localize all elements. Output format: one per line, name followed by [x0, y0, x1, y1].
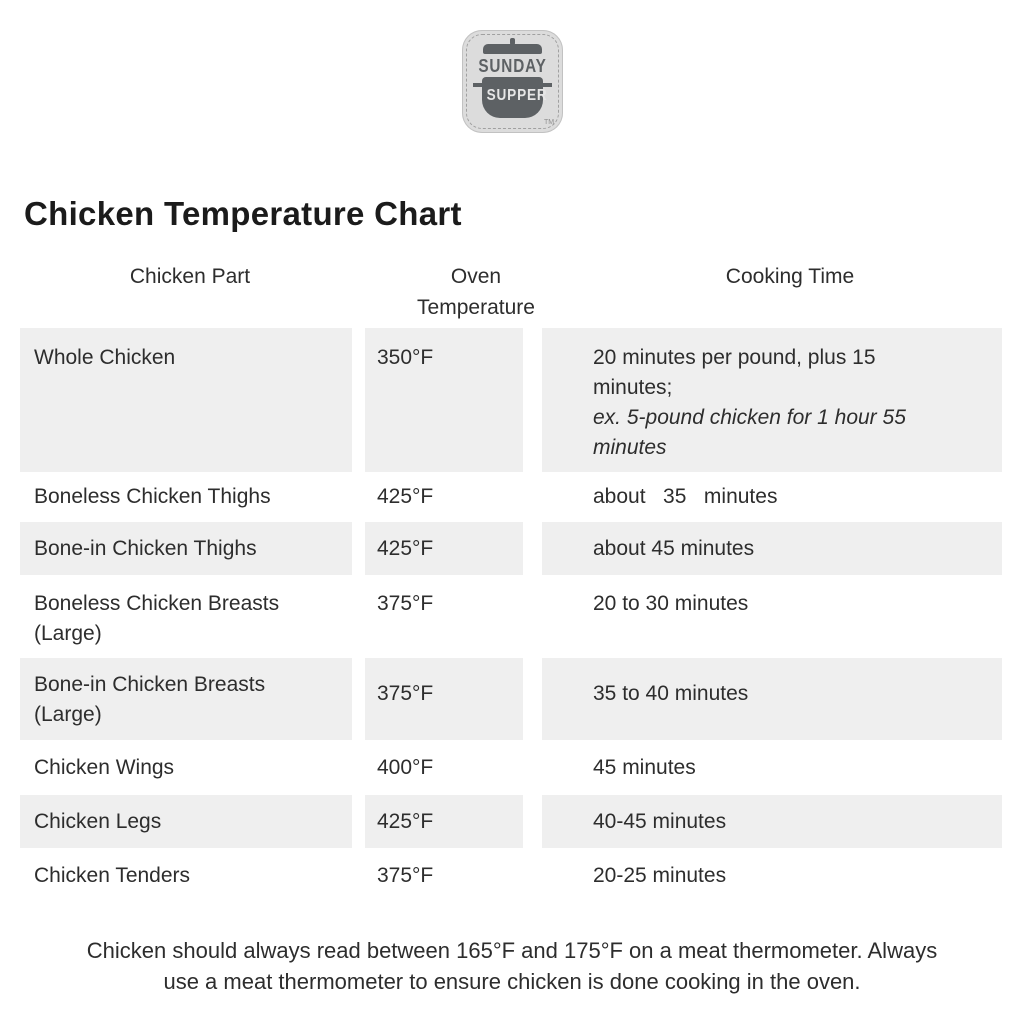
cell-cooking-time: 20 minutes per pound, plus 15 minutes; ex… [542, 328, 1002, 472]
cell-cooking-time: 40-45 minutes [542, 795, 1002, 848]
column-gap [352, 328, 365, 472]
column-gap [523, 472, 542, 522]
table-row: Bone-in Chicken Thighs 425°F about 45 mi… [20, 522, 1002, 575]
column-gap [523, 522, 542, 575]
cell-chicken-part: Bone-in Chicken Thighs [20, 522, 352, 575]
cooking-time-text: 20 minutes per pound, plus 15 minutes; [593, 346, 876, 399]
pot-lid-knob-icon [510, 38, 515, 45]
logo-brand-bottom: SUPPER [486, 87, 548, 104]
pot-lid-icon [483, 44, 542, 54]
cell-chicken-part: Boneless Chicken Breasts (Large) [34, 592, 280, 645]
cell-oven-temperature: 400°F [377, 756, 434, 779]
cell-cooking-time: 20 to 30 minutes [593, 592, 749, 615]
page-title: Chicken Temperature Chart [24, 195, 462, 232]
column-header-cooking-time: Cooking Time [725, 265, 855, 288]
column-gap [523, 658, 542, 740]
cell-cooking-time: about 35 minutes [593, 485, 778, 508]
cell-oven-temperature: 425°F [377, 485, 434, 508]
cooking-time-example-note: ex. 5-pound chicken for 1 hour 55 minute… [593, 406, 906, 459]
logo-brand-top: SUNDAY [478, 56, 547, 76]
column-gap [523, 795, 542, 848]
cell-oven-temperature: 350°F [365, 328, 523, 472]
cell-chicken-part: Whole Chicken [20, 328, 352, 472]
column-gap [352, 848, 365, 903]
cell-cooking-time: 45 minutes [593, 756, 696, 779]
column-gap [352, 795, 365, 848]
column-gap [523, 575, 542, 658]
table-row: Chicken Wings 400°F 45 minutes [20, 740, 1002, 795]
sunday-supper-logo: SUNDAY SUPPER TM [462, 30, 563, 133]
table-row: Bone-in Chicken Breasts (Large) 375°F 35… [20, 658, 1002, 740]
trademark-symbol: TM [544, 119, 555, 126]
table-row: Whole Chicken 350°F 20 minutes per pound… [20, 328, 1002, 472]
column-gap [523, 328, 542, 472]
cell-cooking-time: about 45 minutes [542, 522, 1002, 575]
thermometer-note: Chicken should always read between 165°F… [86, 938, 938, 994]
cell-chicken-part: Bone-in Chicken Breasts (Large) [20, 658, 352, 740]
cell-oven-temperature: 375°F [365, 658, 523, 740]
table-row: Chicken Legs 425°F 40-45 minutes [20, 795, 1002, 848]
column-gap [352, 575, 365, 658]
table-row: Boneless Chicken Breasts (Large) 375°F 2… [20, 575, 1002, 658]
column-gap [352, 740, 365, 795]
column-gap [352, 658, 365, 740]
column-gap [352, 472, 365, 522]
column-header-oven-temperature: Oven Temperature [417, 265, 535, 319]
cell-cooking-time: 20-25 minutes [593, 864, 727, 887]
column-header-chicken-part: Chicken Part [129, 265, 251, 288]
column-gap [352, 522, 365, 575]
cell-chicken-part: Boneless Chicken Thighs [34, 485, 271, 508]
column-gap [523, 848, 542, 903]
logo-stitched-border [466, 34, 559, 129]
cell-chicken-part: Chicken Tenders [34, 864, 191, 887]
cell-chicken-part: Chicken Legs [20, 795, 352, 848]
cell-oven-temperature: 375°F [377, 592, 434, 615]
cell-oven-temperature: 375°F [377, 864, 434, 887]
cell-oven-temperature: 425°F [365, 795, 523, 848]
table-row: Boneless Chicken Thighs 425°F about 35 m… [20, 472, 1002, 522]
cell-oven-temperature: 425°F [365, 522, 523, 575]
cell-cooking-time: 35 to 40 minutes [542, 658, 1002, 740]
temperature-table: Whole Chicken 350°F 20 minutes per pound… [20, 328, 1002, 903]
cell-chicken-part: Chicken Wings [34, 756, 175, 779]
column-gap [523, 740, 542, 795]
pot-icon: SUPPER [473, 77, 552, 118]
table-row: Chicken Tenders 375°F 20-25 minutes [20, 848, 1002, 903]
